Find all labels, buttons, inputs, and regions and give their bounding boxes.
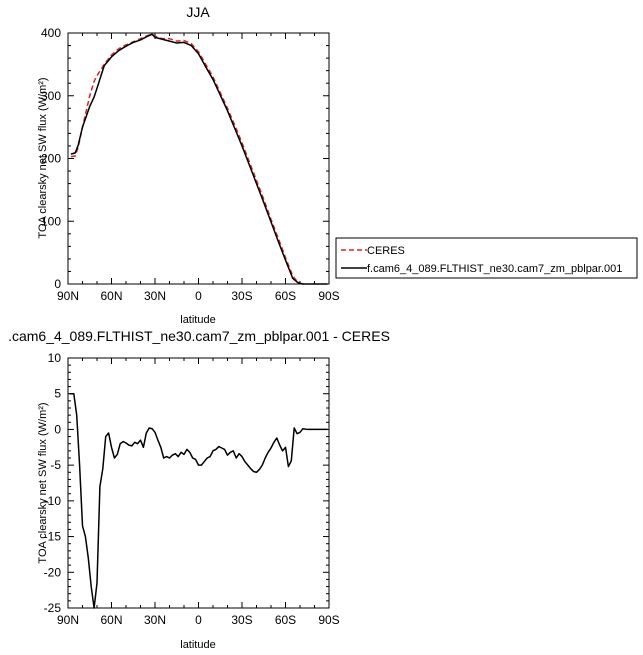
top-title: JJA bbox=[186, 4, 210, 20]
bottom-xtick-label: 90S bbox=[318, 613, 339, 627]
legend-box bbox=[335, 237, 638, 279]
top-ytick-label: 0 bbox=[54, 277, 61, 291]
bottom-ytick-label: -15 bbox=[44, 530, 62, 544]
top-ylabel: TOA clearsky net SW flux (W/m²) bbox=[37, 77, 49, 238]
top-ytick-label: 100 bbox=[41, 214, 61, 228]
bottom-series bbox=[69, 392, 328, 609]
top-ytick-label: 300 bbox=[41, 89, 61, 103]
legend: CERES f.cam6_4_089.FLTHIST_ne30.cam7_zm_… bbox=[335, 237, 638, 279]
top-ytick-label: 400 bbox=[41, 26, 61, 40]
bottom-ticks: 90N 60N 30N 0 30S 60S 90S 10 5 0 -5 -10 -15 -20 -25 bbox=[44, 351, 340, 627]
top-series bbox=[70, 33, 328, 285]
bottom-ytick-label: -5 bbox=[50, 458, 61, 472]
bottom-ytick-label: -10 bbox=[44, 494, 62, 508]
bottom-ylabel-text: TOA clearsky net SW flux (W/m²) bbox=[37, 402, 49, 563]
bottom-series-line-0 bbox=[69, 392, 328, 609]
top-xtick-label: 60S bbox=[275, 289, 296, 303]
bottom-ylabel: TOA clearsky net SW flux (W/m²) bbox=[37, 402, 49, 563]
top-ticks: 90N 60N 30N 0 30S 60S 90S 0 100 200 300 400 bbox=[41, 26, 340, 303]
top-xtick-label: 30N bbox=[144, 289, 166, 303]
top-series-line-1 bbox=[70, 33, 328, 285]
bottom-title: .cam6_4_089.FLTHIST_ne30.cam7_zm_pblpar.… bbox=[8, 328, 390, 344]
bottom-ytick-label: 5 bbox=[54, 387, 61, 401]
bottom-ytick-label: 10 bbox=[48, 351, 62, 365]
bottom-xtick-label: 60N bbox=[100, 613, 122, 627]
bottom-xtick-label: 30S bbox=[231, 613, 252, 627]
bottom-ytick-label: -20 bbox=[44, 565, 62, 579]
bottom-panel: .cam6_4_089.FLTHIST_ne30.cam7_zm_pblpar.… bbox=[8, 328, 390, 651]
bottom-xtick-label: 60S bbox=[275, 613, 296, 627]
top-series-line-0 bbox=[70, 33, 306, 285]
top-xlabel: latitude bbox=[180, 314, 215, 326]
top-xtick-label: 30S bbox=[231, 289, 252, 303]
top-xtick-label: 90N bbox=[57, 289, 79, 303]
bottom-xtick-label: 90N bbox=[57, 613, 79, 627]
top-panel: JJA TOA clearsky net SW flux (W/m²) lati… bbox=[37, 4, 340, 326]
bottom-xtick-label: 30N bbox=[144, 613, 166, 627]
bottom-ytick-label: -25 bbox=[44, 601, 62, 615]
bottom-ytick-label: 0 bbox=[54, 422, 61, 436]
top-plot-frame bbox=[67, 32, 330, 285]
top-xtick-label: 90S bbox=[318, 289, 339, 303]
top-ytick-label: 200 bbox=[41, 152, 61, 166]
bottom-plot-frame bbox=[67, 357, 330, 609]
legend-label-ceres: CERES bbox=[367, 245, 405, 257]
bottom-xlabel: latitude bbox=[180, 639, 215, 651]
top-ylabel-text: TOA clearsky net SW flux (W/m²) bbox=[37, 77, 49, 238]
top-xtick-label: 60N bbox=[100, 289, 122, 303]
legend-label-model: f.cam6_4_089.FLTHIST_ne30.cam7_zm_pblpar… bbox=[367, 263, 622, 275]
top-xtick-label: 0 bbox=[195, 289, 202, 303]
bottom-xtick-label: 0 bbox=[195, 613, 202, 627]
